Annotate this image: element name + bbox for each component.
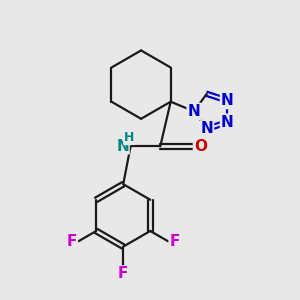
- Text: N: N: [221, 93, 234, 108]
- Text: O: O: [194, 139, 207, 154]
- Text: N: N: [116, 139, 129, 154]
- Text: N: N: [221, 115, 234, 130]
- Text: F: F: [169, 234, 180, 249]
- Text: N: N: [200, 122, 213, 136]
- Text: F: F: [67, 234, 77, 249]
- Text: F: F: [118, 266, 128, 281]
- Text: N: N: [188, 104, 200, 119]
- Text: H: H: [124, 131, 134, 145]
